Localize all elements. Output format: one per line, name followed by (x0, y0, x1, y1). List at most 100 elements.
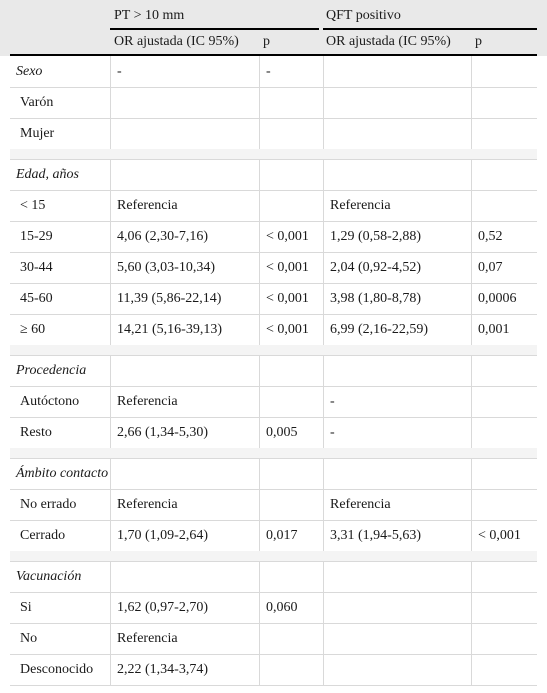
p-qft-cell: 0,0006 (471, 283, 537, 314)
or-pt-cell (110, 561, 259, 592)
table-row: No Referencia (10, 623, 537, 655)
or-pt-cell: Referencia (110, 623, 259, 654)
p-qft-cell (471, 386, 537, 417)
or-pt-cell: 5,60 (3,03-10,34) (110, 252, 259, 283)
table-row: Desconocido 2,22 (1,34-3,74) (10, 654, 537, 686)
section-title: Edad, años (16, 166, 79, 182)
group-rule-qft (323, 28, 537, 30)
p-pt-cell (259, 190, 323, 221)
row-label: Desconocido (20, 661, 94, 677)
p-pt-cell: 0,017 (259, 520, 323, 551)
p-pt-cell (259, 654, 323, 685)
or-qft-cell: - (323, 386, 471, 417)
col-header-p-qft: p (475, 34, 482, 49)
or-qft-cell (323, 623, 471, 654)
or-pt-cell: Referencia (110, 190, 259, 221)
or-pt-cell: 4,06 (2,30-7,16) (110, 221, 259, 252)
p-pt-cell (259, 561, 323, 592)
p-pt-cell: < 0,001 (259, 221, 323, 252)
section-title: Procedencia (16, 362, 87, 378)
table-row: Autóctono Referencia - (10, 386, 537, 418)
row-label: Resto (20, 424, 52, 440)
or-qft-cell (323, 87, 471, 118)
section-row: Vacunación (10, 561, 537, 593)
p-qft-cell (471, 56, 537, 87)
or-pt-cell: 14,21 (5,16-39,13) (110, 314, 259, 345)
or-qft-cell: 2,04 (0,92-4,52) (323, 252, 471, 283)
p-qft-cell (471, 87, 537, 118)
or-pt-cell: 1,62 (0,97-2,70) (110, 592, 259, 623)
p-pt-cell: < 0,001 (259, 314, 323, 345)
or-pt-cell: 2,66 (1,34-5,30) (110, 417, 259, 448)
or-qft-cell (323, 56, 471, 87)
or-qft-cell (323, 118, 471, 149)
p-qft-cell (471, 561, 537, 592)
or-pt-cell: - (110, 56, 259, 87)
p-pt-cell (259, 118, 323, 149)
row-label: 30-44 (20, 259, 53, 275)
table-row: < 15 Referencia Referencia (10, 190, 537, 222)
row-label: Si (20, 599, 32, 615)
or-pt-cell: 11,39 (5,86-22,14) (110, 283, 259, 314)
row-label: Cerrado (20, 527, 66, 543)
p-pt-cell (259, 489, 323, 520)
p-qft-cell (471, 159, 537, 190)
p-pt-cell: - (259, 56, 323, 87)
p-qft-cell (471, 417, 537, 448)
p-qft-cell (471, 489, 537, 520)
or-pt-cell: Referencia (110, 386, 259, 417)
section-title: Vacunación (16, 568, 82, 584)
group-header-pt: PT > 10 mm (114, 8, 185, 23)
p-qft-cell: < 0,001 (471, 520, 537, 551)
or-qft-cell (323, 561, 471, 592)
table-row: 30-44 5,60 (3,03-10,34) < 0,001 2,04 (0,92-… (10, 252, 537, 284)
or-qft-cell: 1,29 (0,58-2,88) (323, 221, 471, 252)
col-header-or-qft: OR ajustada (IC 95%) (326, 34, 451, 49)
or-qft-cell (323, 458, 471, 489)
or-pt-cell: 2,22 (1,34-3,74) (110, 654, 259, 685)
or-qft-cell: 6,99 (2,16-22,59) (323, 314, 471, 345)
p-pt-cell (259, 87, 323, 118)
row-label: 45-60 (20, 290, 53, 306)
row-label: < 15 (20, 197, 46, 213)
table-row: Resto 2,66 (1,34-5,30) 0,005- (10, 417, 537, 449)
table-row: 45-60 11,39 (5,86-22,14) < 0,001 3,98 (1,80… (10, 283, 537, 315)
table-row: Si 1,62 (0,97-2,70) 0,060 (10, 592, 537, 624)
p-qft-cell (471, 190, 537, 221)
row-label: 15-29 (20, 228, 53, 244)
p-qft-cell: 0,52 (471, 221, 537, 252)
or-pt-cell (110, 159, 259, 190)
p-pt-cell: 0,060 (259, 592, 323, 623)
section-title: Sexo (16, 63, 43, 79)
group-rule-pt (110, 28, 319, 30)
or-qft-cell: - (323, 417, 471, 448)
p-qft-cell (471, 654, 537, 685)
table-row: Cerrado 1,70 (1,09-2,64) 0,017 3,31 (1,94-5… (10, 520, 537, 552)
table-row: Varón (10, 87, 537, 119)
or-pt-cell: Referencia (110, 489, 259, 520)
group-header-qft: QFT positivo (326, 8, 401, 23)
or-pt-cell (110, 458, 259, 489)
table-row: 15-29 4,06 (2,30-7,16) < 0,001 1,29 (0,58-2… (10, 221, 537, 253)
col-header-p-pt: p (263, 34, 270, 49)
or-pt-cell (110, 118, 259, 149)
p-pt-cell (259, 623, 323, 654)
or-pt-cell (110, 87, 259, 118)
row-label: Autóctono (20, 393, 80, 409)
p-qft-cell: 0,07 (471, 252, 537, 283)
p-qft-cell (471, 458, 537, 489)
or-qft-cell: 3,31 (1,94-5,63) (323, 520, 471, 551)
p-qft-cell (471, 623, 537, 654)
row-label: No errado (20, 496, 77, 512)
row-label: Mujer (20, 125, 55, 141)
p-qft-cell (471, 118, 537, 149)
or-qft-cell: 3,98 (1,80-8,78) (323, 283, 471, 314)
table-row: ≥ 60 14,21 (5,16-39,13) < 0,001 6,99 (2,16-… (10, 314, 537, 346)
or-pt-cell (110, 355, 259, 386)
table-header: PT > 10 mm QFT positivo OR ajustada (IC … (0, 0, 547, 56)
p-pt-cell: 0,005 (259, 417, 323, 448)
col-header-or-pt: OR ajustada (IC 95%) (114, 34, 239, 49)
section-spacer (10, 345, 537, 356)
p-pt-cell: < 0,001 (259, 252, 323, 283)
